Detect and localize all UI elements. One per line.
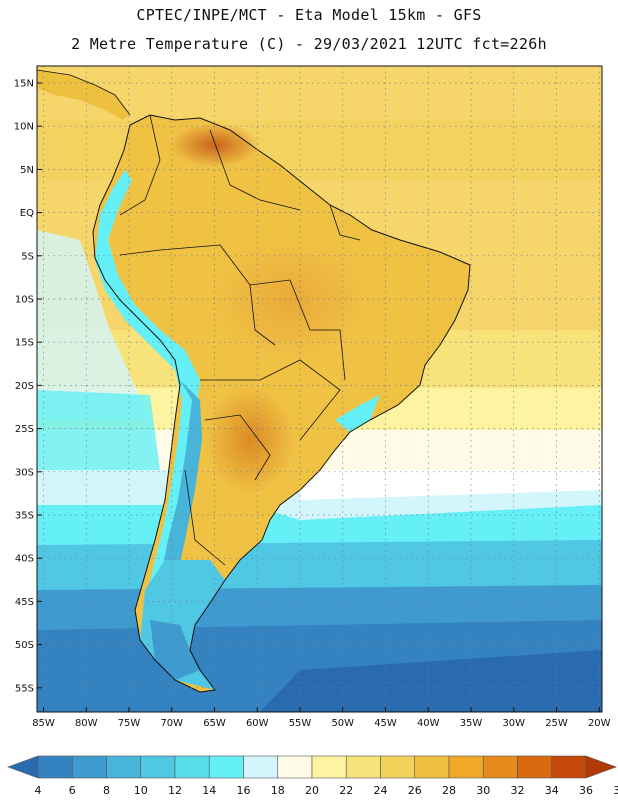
colorbar-box bbox=[380, 755, 416, 779]
lon-label: 60W bbox=[246, 718, 269, 729]
colorbar-label: 4 bbox=[35, 784, 42, 797]
colorbar-box bbox=[71, 755, 107, 779]
colorbar-box bbox=[482, 755, 518, 779]
lat-label: 30S bbox=[15, 467, 34, 478]
lat-label: 25S bbox=[15, 424, 34, 435]
colorbar-label: 32 bbox=[511, 784, 525, 797]
lat-label: 15S bbox=[15, 338, 34, 349]
lat-label: 5N bbox=[20, 165, 34, 176]
hot-zone-venezuela bbox=[170, 123, 260, 167]
lat-label: EQ bbox=[20, 208, 34, 219]
colorbar-label: 16 bbox=[237, 784, 251, 797]
lon-label: 40W bbox=[417, 718, 440, 729]
lat-label: 15N bbox=[14, 79, 34, 90]
colorbar-label: 38 bbox=[613, 784, 618, 797]
patagonia-cold-zone bbox=[150, 620, 200, 680]
lon-label: 70W bbox=[160, 718, 183, 729]
lon-label: 35W bbox=[460, 718, 483, 729]
colorbar-box bbox=[414, 755, 450, 779]
colorbar-label: 10 bbox=[134, 784, 148, 797]
lat-label: 55S bbox=[15, 683, 34, 694]
polar-ocean-band bbox=[260, 650, 602, 712]
colorbar-label: 8 bbox=[103, 784, 110, 797]
colorbar-box bbox=[37, 755, 73, 779]
colorbar-label: 12 bbox=[168, 784, 182, 797]
colorbar-label: 36 bbox=[579, 784, 593, 797]
colorbar-box bbox=[448, 755, 484, 779]
lon-label: 25W bbox=[545, 718, 568, 729]
chart-title-line-2: 2 Metre Temperature (C) - 29/03/2021 12U… bbox=[71, 35, 547, 53]
pacific-cool-zone bbox=[37, 230, 150, 420]
colorbar-label: 14 bbox=[202, 784, 216, 797]
colorbar-box bbox=[243, 755, 279, 779]
andes-colder-zone bbox=[160, 380, 202, 585]
colorbar-box bbox=[345, 755, 381, 779]
colorbar-arrow-high bbox=[585, 755, 617, 779]
latitude-labels: 15N 10N 5N EQ 5S 10S 15S 20S 25S 30S 35S 40S 45S 50S 5… bbox=[14, 79, 34, 695]
lat-label: 5S bbox=[21, 251, 34, 262]
lon-label: 75W bbox=[118, 718, 141, 729]
colorbar-label: 26 bbox=[408, 784, 422, 797]
colorbar-box bbox=[140, 755, 176, 779]
chart-title-line-1: CPTEC/INPE/MCT - Eta Model 15km - GFS bbox=[136, 6, 482, 24]
colorbar-box bbox=[517, 755, 553, 779]
colorbar-label: 6 bbox=[69, 784, 76, 797]
lon-label: 65W bbox=[203, 718, 226, 729]
graticule bbox=[37, 66, 602, 712]
colorbar-label: 24 bbox=[374, 784, 388, 797]
colorbar-label: 18 bbox=[271, 784, 285, 797]
hot-zone-paraguay bbox=[205, 385, 295, 495]
colorbar-label: 28 bbox=[442, 784, 456, 797]
colorbar-box bbox=[311, 755, 347, 779]
lon-label: 30W bbox=[502, 718, 525, 729]
temperature-field bbox=[37, 66, 602, 712]
colorbar-label: 20 bbox=[305, 784, 319, 797]
colorbar-label: 34 bbox=[545, 784, 559, 797]
colorbar-arrow-low bbox=[7, 755, 39, 779]
lat-label: 35S bbox=[15, 511, 34, 522]
lat-label: 10N bbox=[14, 122, 34, 133]
lon-label: 20W bbox=[588, 718, 611, 729]
plot-frame bbox=[36, 65, 603, 713]
colorbar-box bbox=[551, 755, 587, 779]
lon-label: 55W bbox=[289, 718, 312, 729]
colorbar-label: 30 bbox=[476, 784, 490, 797]
colorbar-box bbox=[174, 755, 210, 779]
lon-label: 80W bbox=[75, 718, 98, 729]
lon-label: 50W bbox=[331, 718, 354, 729]
central-america-land bbox=[37, 70, 130, 120]
longitude-labels: 85W 80W 75W 70W 65W 60W 55W 50W 45W 40W 35W 30W 25W 2… bbox=[32, 718, 610, 729]
colorbar-box bbox=[208, 755, 244, 779]
colorbar-box bbox=[277, 755, 313, 779]
lon-label: 85W bbox=[32, 718, 55, 729]
lat-label: 50S bbox=[15, 640, 34, 651]
lat-label: 20S bbox=[15, 381, 34, 392]
lon-label: 45W bbox=[374, 718, 397, 729]
southeast-brazil-cool-spot bbox=[335, 395, 380, 432]
lat-label: 40S bbox=[15, 554, 34, 565]
lat-label: 45S bbox=[15, 597, 34, 608]
pacific-cold-zone bbox=[37, 390, 160, 470]
colorbar-label: 22 bbox=[339, 784, 353, 797]
colorbar: 4 6 8 10 12 14 16 18 20 22 24 26 28 30 32 34 36 38 bbox=[7, 755, 618, 797]
colorbar-box bbox=[106, 755, 142, 779]
lat-label: 10S bbox=[15, 295, 34, 306]
